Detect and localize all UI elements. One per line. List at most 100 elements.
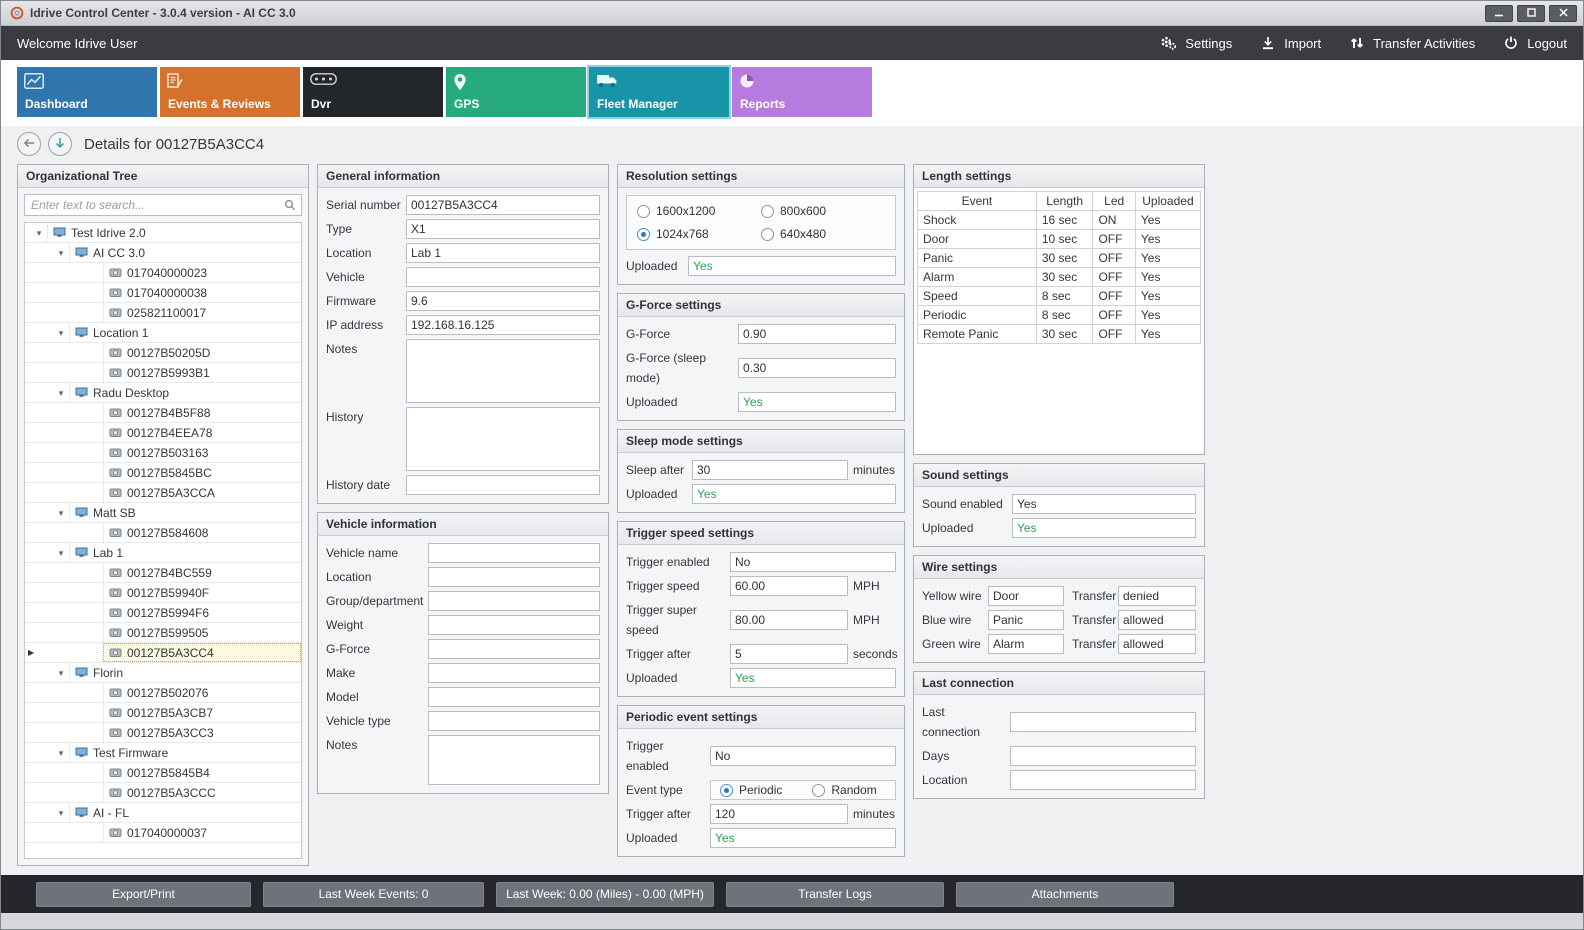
tree-item-00127b5a3cc3[interactable]: 00127B5A3CC3 xyxy=(25,723,301,743)
uploaded-input[interactable] xyxy=(688,256,896,276)
logout-action[interactable]: Logout xyxy=(1503,35,1567,51)
transfer-logs-button[interactable]: Transfer Logs xyxy=(726,881,944,907)
tab-fleet-manager[interactable]: Fleet Manager xyxy=(589,67,729,117)
radio-option-periodic[interactable]: Periodic xyxy=(720,783,782,797)
tree-item-00127b503163[interactable]: 00127B503163 xyxy=(25,443,301,463)
location-input[interactable] xyxy=(1010,770,1196,790)
radio-option-800x600[interactable]: 800x600 xyxy=(761,204,885,218)
tree-item-00127b50205d[interactable]: 00127B50205D xyxy=(25,343,301,363)
length-table-row[interactable]: Periodic 8 sec OFF Yes xyxy=(917,305,1202,325)
tree-item-00127b4bc559[interactable]: 00127B4BC559 xyxy=(25,563,301,583)
trigger-enabled-input[interactable] xyxy=(730,552,896,572)
tree-item-test-idrive-2-0[interactable]: ▾ Test Idrive 2.0 xyxy=(25,223,301,243)
tree-item-00127b5a3cb7[interactable]: 00127B5A3CB7 xyxy=(25,703,301,723)
last-connection-input[interactable] xyxy=(1010,712,1196,732)
close-button[interactable] xyxy=(1549,4,1577,22)
vehicle-input[interactable] xyxy=(406,267,600,287)
trigger-enabled-input[interactable] xyxy=(710,746,896,766)
tree-item-00127b5a3ccc[interactable]: 00127B5A3CCC xyxy=(25,783,301,803)
tree-item-017040000023[interactable]: 017040000023 xyxy=(25,263,301,283)
expand-collapse-icon[interactable]: ▾ xyxy=(58,387,64,398)
last-week-miles-button[interactable]: Last Week: 0.00 (Miles) - 0.00 (MPH) xyxy=(496,881,714,907)
settings-action[interactable]: Settings xyxy=(1160,35,1232,51)
notes-input[interactable] xyxy=(428,735,600,785)
trigger-speed-input[interactable] xyxy=(730,576,848,596)
trigger-after-input[interactable] xyxy=(710,804,848,824)
length-table-row[interactable]: Panic 30 sec OFF Yes xyxy=(917,248,1202,268)
tree-item-025821100017[interactable]: 025821100017 xyxy=(25,303,301,323)
tree-item-florin[interactable]: ▾ Florin xyxy=(25,663,301,683)
g-force-input[interactable] xyxy=(428,639,600,659)
import-action[interactable]: Import xyxy=(1260,35,1321,51)
sound-enabled-input[interactable] xyxy=(1012,494,1196,514)
tab-dvr[interactable]: Dvr xyxy=(303,67,443,117)
back-button[interactable] xyxy=(17,132,41,156)
vehicle-type-input[interactable] xyxy=(428,711,600,731)
group-department-input[interactable] xyxy=(428,591,600,611)
history-date-input[interactable] xyxy=(406,475,600,495)
tab-gps[interactable]: GPS xyxy=(446,67,586,117)
expand-collapse-icon[interactable]: ▾ xyxy=(36,227,42,238)
yellow-wire-transfer-input[interactable] xyxy=(1118,586,1196,606)
length-table-row[interactable]: Speed 8 sec OFF Yes xyxy=(917,286,1202,306)
history-input[interactable] xyxy=(406,407,600,471)
last-week-events-button[interactable]: Last Week Events: 0 xyxy=(263,881,484,907)
notes-input[interactable] xyxy=(406,339,600,403)
minimize-button[interactable] xyxy=(1485,4,1513,22)
type-input[interactable] xyxy=(406,219,600,239)
uploaded-input[interactable] xyxy=(692,484,896,504)
firmware-input[interactable] xyxy=(406,291,600,311)
model-input[interactable] xyxy=(428,687,600,707)
tree-item-00127b5994f6[interactable]: 00127B5994F6 xyxy=(25,603,301,623)
length-table-row[interactable]: Remote Panic 30 sec OFF Yes xyxy=(917,324,1202,344)
vehicle-name-input[interactable] xyxy=(428,543,600,563)
radio-option-random[interactable]: Random xyxy=(812,783,877,797)
tree-item-017040000038[interactable]: 017040000038 xyxy=(25,283,301,303)
uploaded-input[interactable] xyxy=(730,668,896,688)
tree-item-00127b5a3cca[interactable]: 00127B5A3CCA xyxy=(25,483,301,503)
tree-item-matt-sb[interactable]: ▾ Matt SB xyxy=(25,503,301,523)
tree-item-00127b584608[interactable]: 00127B584608 xyxy=(25,523,301,543)
blue-wire-input[interactable] xyxy=(988,610,1064,630)
expand-collapse-icon[interactable]: ▾ xyxy=(58,807,64,818)
tree-item-00127b4eea78[interactable]: 00127B4EEA78 xyxy=(25,423,301,443)
expand-collapse-icon[interactable]: ▾ xyxy=(58,247,64,258)
trigger-super-speed-input[interactable] xyxy=(730,610,848,630)
tree-item-00127b5845b4[interactable]: 00127B5845B4 xyxy=(25,763,301,783)
serial-number-input[interactable] xyxy=(406,195,600,215)
tab-reports[interactable]: Reports xyxy=(732,67,872,117)
expand-collapse-icon[interactable]: ▾ xyxy=(58,667,64,678)
uploaded-input[interactable] xyxy=(710,828,896,848)
expand-collapse-icon[interactable]: ▾ xyxy=(58,547,64,558)
g-force-sleep-mode-input[interactable] xyxy=(738,358,896,378)
tree-item-00127b5a3cc4[interactable]: ▶ 00127B5A3CC4 xyxy=(25,643,301,663)
uploaded-input[interactable] xyxy=(1012,518,1196,538)
radio-option-640x480[interactable]: 640x480 xyxy=(761,227,885,241)
tree-item-ai-cc-3-0[interactable]: ▾ AI CC 3.0 xyxy=(25,243,301,263)
tab-dashboard[interactable]: Dashboard xyxy=(17,67,157,117)
tree-item-ai-fl[interactable]: ▾ AI - FL xyxy=(25,803,301,823)
days-input[interactable] xyxy=(1010,746,1196,766)
tree-item-00127b502076[interactable]: 00127B502076 xyxy=(25,683,301,703)
maximize-button[interactable] xyxy=(1517,4,1545,22)
green-wire-transfer-input[interactable] xyxy=(1118,634,1196,654)
tab-events-reviews[interactable]: Events & Reviews xyxy=(160,67,300,117)
tree-item-radu-desktop[interactable]: ▾ Radu Desktop xyxy=(25,383,301,403)
trigger-after-input[interactable] xyxy=(730,644,848,664)
weight-input[interactable] xyxy=(428,615,600,635)
expand-collapse-icon[interactable]: ▾ xyxy=(58,327,64,338)
length-table-row[interactable]: Alarm 30 sec OFF Yes xyxy=(917,267,1202,287)
yellow-wire-input[interactable] xyxy=(988,586,1064,606)
location-input[interactable] xyxy=(428,567,600,587)
tree-item-00127b5845bc[interactable]: 00127B5845BC xyxy=(25,463,301,483)
ip-address-input[interactable] xyxy=(406,315,600,335)
tree-item-test-firmware[interactable]: ▾ Test Firmware xyxy=(25,743,301,763)
sleep-after-input[interactable] xyxy=(692,460,848,480)
location-input[interactable] xyxy=(406,243,600,263)
tree-item-location-1[interactable]: ▾ Location 1 xyxy=(25,323,301,343)
tree-item-00127b4b5f88[interactable]: 00127B4B5F88 xyxy=(25,403,301,423)
g-force-input[interactable] xyxy=(738,324,896,344)
length-table-row[interactable]: Shock 16 sec ON Yes xyxy=(917,210,1202,230)
make-input[interactable] xyxy=(428,663,600,683)
radio-option-1024x768[interactable]: 1024x768 xyxy=(637,227,761,241)
